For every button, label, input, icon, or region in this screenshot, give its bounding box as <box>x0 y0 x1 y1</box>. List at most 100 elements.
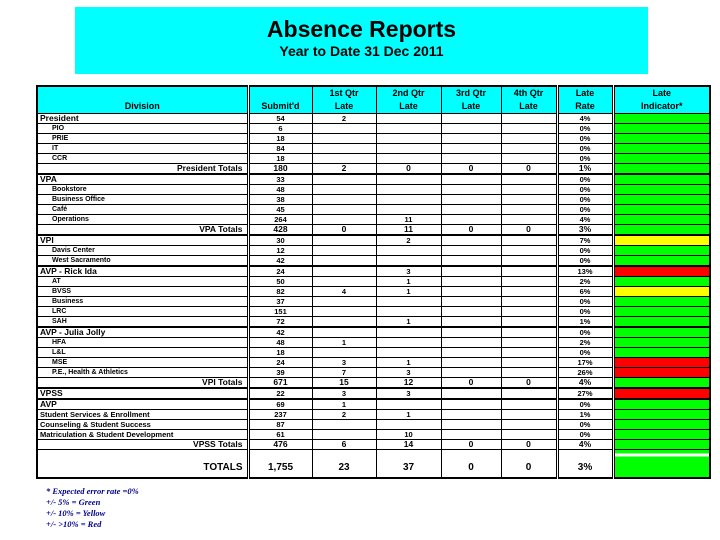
late-indicator-cell <box>611 387 711 400</box>
late-rate-cell: 0% <box>555 326 614 338</box>
q2-late-cell <box>375 153 442 164</box>
late-indicator-cell <box>611 143 711 154</box>
q4-late-cell <box>500 337 558 348</box>
division-cell: AT <box>36 276 249 287</box>
late-indicator-cell <box>611 194 711 205</box>
table-row: Business 37 0% <box>36 296 711 307</box>
submitd-cell: 476 <box>246 439 313 450</box>
column-header-text: Division <box>124 101 160 111</box>
column-header-text: Late <box>575 88 595 98</box>
submitd-cell: 45 <box>246 204 313 215</box>
q2-late-cell <box>375 113 442 124</box>
division-cell: VPI <box>36 234 249 246</box>
q1-late-cell: 0 <box>311 224 377 236</box>
division-cell: Matriculation & Student Development <box>36 429 249 440</box>
q3-late-cell <box>440 357 502 368</box>
late-rate-cell: 0% <box>555 296 614 307</box>
division-cell: SAH <box>36 316 249 328</box>
q1-late-cell: 23 <box>311 459 377 479</box>
header-row: Division Submit'd 1st Qtr Late 2nd Qtr Late 3r… <box>36 85 711 114</box>
q1-late-cell <box>311 255 377 267</box>
division-cell: West Sacramento <box>36 255 249 267</box>
submitd-cell: 1,755 <box>246 459 313 479</box>
division-cell: VPI Totals <box>36 377 249 389</box>
q1-late-cell <box>311 184 377 195</box>
late-indicator-cell <box>611 163 711 175</box>
q1-late-cell <box>311 276 377 287</box>
division-cell: VPSS Totals <box>36 439 249 450</box>
late-indicator-cell <box>611 347 711 358</box>
q4-late-cell <box>500 153 558 164</box>
table-row: BVSS 82 4 1 6% <box>36 286 711 297</box>
q1-late-cell <box>311 133 377 144</box>
q2-late-cell <box>375 306 442 317</box>
late-indicator-cell <box>611 153 711 164</box>
q2-late-cell: 3 <box>375 367 442 378</box>
q1-late-cell <box>311 347 377 358</box>
q1-late-cell <box>311 296 377 307</box>
late-rate-cell: 3% <box>555 459 614 479</box>
footnote-line: +/- >10% = Red <box>46 519 102 529</box>
late-indicator-cell <box>611 255 711 267</box>
q2-late-cell: 14 <box>375 439 442 450</box>
q2-late-cell: 1 <box>375 276 442 287</box>
q2-late-cell <box>375 143 442 154</box>
table-row: SAH 72 1 1% <box>36 316 711 328</box>
q1-late-cell: 3 <box>311 357 377 368</box>
q4-late-cell <box>500 286 558 297</box>
late-rate-cell: 1% <box>555 316 614 328</box>
q4-late-cell <box>500 113 558 124</box>
column-header-text: 3rd Qtr <box>455 88 486 98</box>
column-header-text: 2nd Qtr <box>392 88 425 98</box>
late-rate-cell: 26% <box>555 367 614 378</box>
q2-late-cell: 10 <box>375 429 442 440</box>
q2-late-cell <box>375 419 442 430</box>
late-indicator-cell <box>611 276 711 287</box>
late-rate-cell: 27% <box>555 387 614 400</box>
division-cell <box>36 449 249 459</box>
q1-late-cell <box>311 245 377 256</box>
late-indicator-cell <box>611 357 711 368</box>
q3-late-cell <box>440 296 502 307</box>
late-rate-cell: 7% <box>555 234 614 246</box>
division-cell: Davis Center <box>36 245 249 256</box>
q4-late-cell <box>500 387 558 400</box>
q1-late-cell <box>311 419 377 430</box>
submitd-cell: 264 <box>246 214 313 225</box>
q2-late-cell <box>375 326 442 338</box>
q1-late-cell <box>311 326 377 338</box>
q4-late-cell: 0 <box>500 439 558 450</box>
report-subtitle: Year to Date 31 Dec 2011 <box>279 43 444 59</box>
q1-late-cell: 7 <box>311 367 377 378</box>
late-rate-cell: 2% <box>555 276 614 287</box>
q1-late-cell: 2 <box>311 163 377 175</box>
q3-late-cell <box>440 276 502 287</box>
q2-late-cell: 2 <box>375 234 442 246</box>
q1-late-cell <box>311 429 377 440</box>
column-header-text: Submit'd <box>261 101 300 111</box>
q3-late-cell <box>440 429 502 440</box>
q1-late-cell: 15 <box>311 377 377 389</box>
late-rate-cell: 0% <box>555 429 614 440</box>
column-header-text: Late <box>399 101 418 111</box>
submitd-cell: 12 <box>246 245 313 256</box>
q4-late-cell: 0 <box>500 224 558 236</box>
late-rate-cell: 0% <box>555 173 614 185</box>
late-indicator-cell <box>611 337 711 348</box>
q4-late-cell <box>500 347 558 358</box>
q3-late-cell <box>440 409 502 420</box>
q3-late-cell: 0 <box>440 224 502 236</box>
column-header-text <box>251 87 311 100</box>
division-cell: Operations <box>36 214 249 225</box>
q1-late-cell <box>311 153 377 164</box>
column-header-q4-late: 4th Qtr Late <box>500 85 558 114</box>
table-row: Operations 264 11 4% <box>36 214 711 225</box>
column-header-text: Indicator* <box>640 101 683 111</box>
table-row: AVP 69 1 0% <box>36 398 711 410</box>
column-header-text: Late <box>461 101 481 111</box>
division-cell: P.E., Health & Athletics <box>36 367 249 378</box>
late-indicator-cell <box>611 409 711 420</box>
q1-late-cell: 2 <box>311 113 377 124</box>
title-banner: Absence Reports Year to Date 31 Dec 2011 <box>75 7 648 74</box>
table-row: PIO 6 0% <box>36 123 711 134</box>
